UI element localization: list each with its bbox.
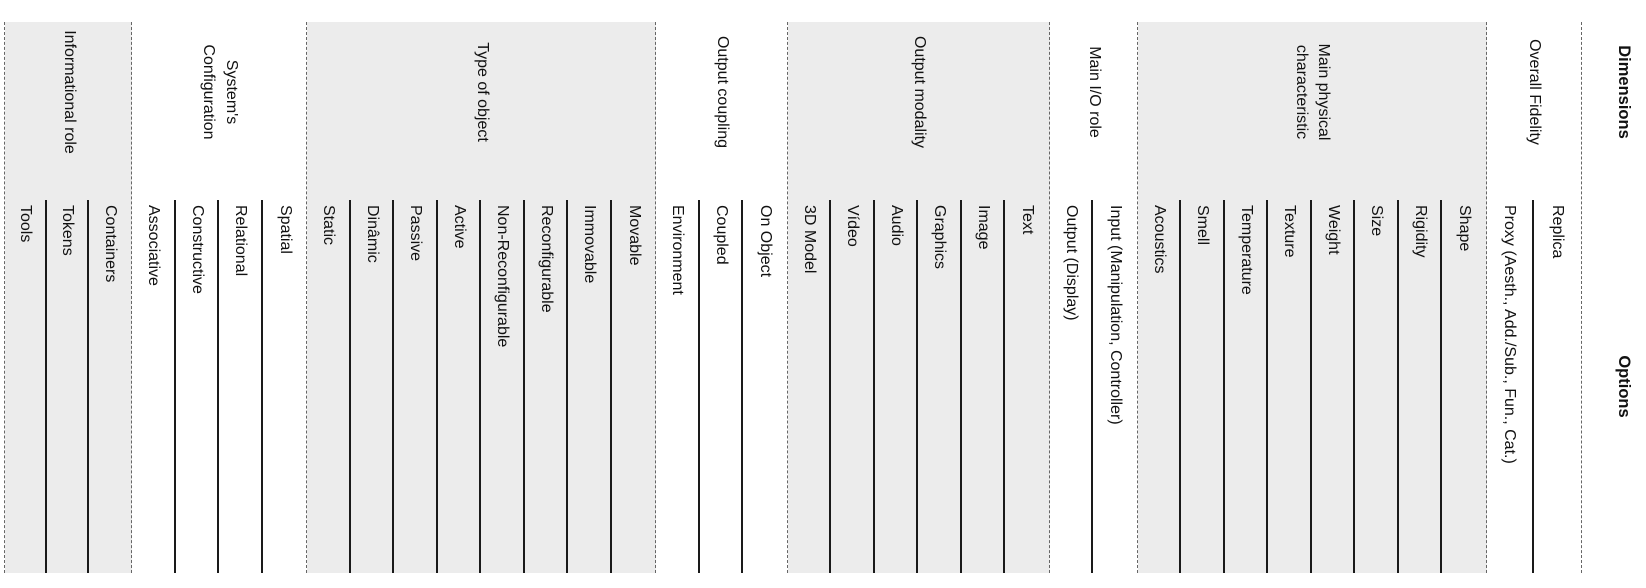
option-cell: Rigidity (1399, 200, 1443, 573)
option-cell: Spatial (276, 205, 294, 254)
option-cell: Image (962, 200, 1006, 573)
option-cell: Tools (5, 200, 48, 573)
option-cell: Temperature (1225, 200, 1269, 573)
option-cell: Active (438, 200, 482, 573)
options-list: Movable Immovable Reconfigurable Non-Rec… (307, 162, 656, 573)
dimension-group-row: Type of object Movable Immovable Reconfi… (307, 22, 657, 573)
option-cell: Shape (1456, 205, 1474, 252)
option-cell: Audio (875, 200, 919, 573)
dimension-label: System's Configuration (200, 44, 240, 140)
dimension-label: Output coupling (713, 35, 731, 149)
option-cell: Size (1355, 200, 1399, 573)
option-cell: Containers (102, 205, 120, 283)
option-cell: Immovable (568, 200, 612, 573)
options-list: Spatial Relational Constructive Associat… (132, 162, 307, 573)
option-cell: Environment (656, 200, 700, 573)
header-dimensions: Dimensions (1615, 45, 1633, 139)
header-options: Options (1615, 355, 1633, 418)
option-cell: Weight (1312, 200, 1356, 573)
option-cell: Proxy (Aesth., Add./Sub., Fun., Cat.) (1487, 200, 1534, 573)
option-cell: On Object (757, 205, 775, 278)
dimension-group-row: Informational role Containers Tokens Too… (5, 22, 133, 573)
option-cell: Passive (394, 200, 438, 573)
option-cell: Movable (625, 205, 643, 266)
options-list: On Object Coupled Environment (656, 162, 788, 573)
dimension-group-row: Overall Fidelity Replica Proxy (Aesth., … (1487, 22, 1582, 573)
options-list: Shape Rigidity Size Weight Texture Tempe… (1138, 162, 1486, 573)
option-cell: Static (307, 200, 351, 573)
option-cell: Coupled (700, 200, 744, 573)
options-list: Text Image Graphics Audio Vídeo 3D Model (788, 162, 1049, 573)
option-cell: Non-Reconfigurable (481, 200, 525, 573)
options-list: Input (Manipulation, Controller) Output … (1050, 162, 1137, 573)
option-cell: Associative (132, 200, 176, 573)
option-cell: Relational (219, 200, 263, 573)
option-cell: Replica (1549, 205, 1567, 259)
option-cell: Constructive (176, 200, 220, 573)
option-cell: 3D Model (788, 200, 832, 573)
dimension-label: Type of object (473, 42, 491, 142)
dimension-group-row: System's Configuration Spatial Relationa… (132, 22, 308, 573)
option-cell: Acoustics (1138, 200, 1182, 573)
dimension-group-row: Output modality Text Image Graphics Audi… (788, 22, 1050, 573)
option-cell: Tokens (47, 200, 90, 573)
option-cell: Smell (1181, 200, 1225, 573)
dimension-label: Overall Fidelity (1526, 39, 1544, 145)
option-cell: Input (Manipulation, Controller) (1107, 205, 1125, 425)
option-cell: Reconfigurable (525, 200, 569, 573)
option-cell: Texture (1268, 200, 1312, 573)
dimension-label: Main I/O role (1085, 46, 1103, 138)
option-cell: Vídeo (831, 200, 875, 573)
dimension-label: Informational role (60, 30, 78, 154)
dimension-label: Output modality (910, 35, 928, 149)
option-cell: Graphics (918, 200, 962, 573)
table-header-row: Dimensions Options (1582, 22, 1646, 573)
option-cell: Dinâmic (351, 200, 395, 573)
options-list: Containers Tokens Tools (5, 162, 132, 573)
dimension-group-row: Main physical characteristic Shape Rigid… (1138, 22, 1487, 573)
dimension-group-row: Output coupling On Object Coupled Enviro… (656, 22, 788, 573)
dimension-label: Main physical characteristic (1293, 43, 1333, 141)
options-list: Replica Proxy (Aesth., Add./Sub., Fun., … (1487, 162, 1581, 573)
option-cell: Output (Display) (1050, 200, 1094, 573)
dimension-groups: Overall Fidelity Replica Proxy (Aesth., … (5, 0, 1582, 588)
option-cell: Text (1019, 205, 1037, 235)
dimension-group-row: Main I/O role Input (Manipulation, Contr… (1050, 22, 1138, 573)
